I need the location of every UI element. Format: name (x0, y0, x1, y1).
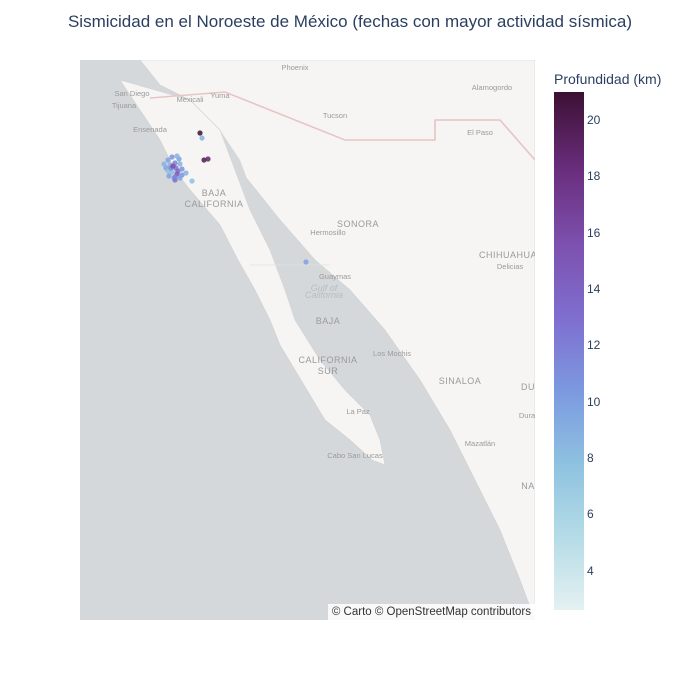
label-gulf-of: Gulf of (311, 283, 339, 293)
label-tijuana: Tijuana (112, 101, 137, 110)
colorbar-tick-label: 6 (587, 507, 594, 522)
seismic-point[interactable] (161, 161, 167, 167)
seismic-point[interactable] (199, 135, 205, 141)
seismic-point[interactable] (170, 163, 176, 169)
label-guaymas: Guaymas (319, 272, 351, 281)
label-baja-2: BAJA (316, 316, 341, 326)
colorbar-tick-label: 14 (587, 282, 601, 297)
seismic-point[interactable] (197, 130, 203, 136)
label-delicias: Delicias (497, 262, 524, 271)
colorbar-tick-label: 8 (587, 450, 594, 465)
seismic-point[interactable] (172, 174, 178, 180)
seismic-point[interactable] (166, 173, 172, 179)
basemap (119, 60, 535, 620)
seismic-point[interactable] (177, 161, 183, 167)
seismic-point[interactable] (169, 154, 175, 160)
label-durango-1: DU (521, 382, 535, 392)
colorbar-tick-label: 16 (587, 225, 601, 240)
seismic-point[interactable] (174, 153, 180, 159)
label-los-mochis: Los Mochis (373, 349, 411, 358)
seismic-point[interactable] (177, 175, 183, 181)
label-san-diego: San Diego (114, 89, 149, 98)
seismic-point[interactable] (179, 166, 185, 172)
us-mexico-border (149, 91, 535, 161)
label-california-1: CALIFORNIA (184, 199, 243, 209)
label-cabo-san-lucas: Cabo San Lucas (327, 451, 383, 460)
label-hermosillo: Hermosillo (310, 228, 345, 237)
label-gulf-california: California (305, 290, 343, 300)
map-attribution[interactable]: © Carto © OpenStreetMap contributors (327, 604, 535, 620)
label-tucson: Tucson (323, 111, 347, 120)
label-mexicali: Mexicali (176, 95, 203, 104)
seismic-point[interactable] (189, 178, 195, 184)
label-phoenix: Phoenix (281, 63, 308, 72)
map-labels-layer: Phoenix Alamogordo San Diego Tijuana Mexical… (112, 63, 535, 491)
map-view[interactable]: Phoenix Alamogordo San Diego Tijuana Mexical… (80, 60, 535, 620)
label-nayarit: NA (521, 481, 535, 491)
colorbar-tick-label: 20 (587, 113, 601, 128)
gulf-of-california (220, 130, 420, 450)
label-mazatlan: Mazatlán (465, 439, 495, 448)
colorbar-title: Profundidad (km) (554, 71, 662, 87)
label-yuma: Yuma (210, 91, 230, 100)
label-alamogordo: Alamogordo (472, 83, 512, 92)
colorbar-tick-label: 4 (587, 563, 594, 578)
seismic-point[interactable] (169, 169, 175, 175)
label-california-2: CALIFORNIA (298, 355, 357, 365)
seismic-points-layer (161, 130, 309, 265)
label-sinaloa: SINALOA (439, 376, 482, 386)
label-sonora: SONORA (337, 219, 379, 229)
label-baja-1: BAJA (202, 188, 227, 198)
seismic-point[interactable] (165, 157, 171, 163)
label-la-paz: La Paz (346, 407, 370, 416)
colorbar-tick-label: 12 (587, 338, 601, 353)
seismic-point[interactable] (201, 157, 207, 163)
colorbar-tick-label: 18 (587, 169, 601, 184)
label-el-paso: El Paso (467, 128, 493, 137)
seismic-point[interactable] (205, 156, 211, 162)
label-chihuahua: CHIHUAHUA (479, 250, 535, 260)
label-sur: SUR (318, 366, 339, 376)
depth-colorbar (554, 92, 584, 610)
colorbar-tick-label: 10 (587, 394, 601, 409)
label-durango-2: Dura (519, 411, 535, 420)
label-ensenada: Ensenada (133, 125, 168, 134)
seismic-point[interactable] (303, 259, 309, 265)
chart-title: Sismicidad en el Noroeste de México (fec… (67, 12, 633, 31)
seismic-point[interactable] (183, 170, 189, 176)
